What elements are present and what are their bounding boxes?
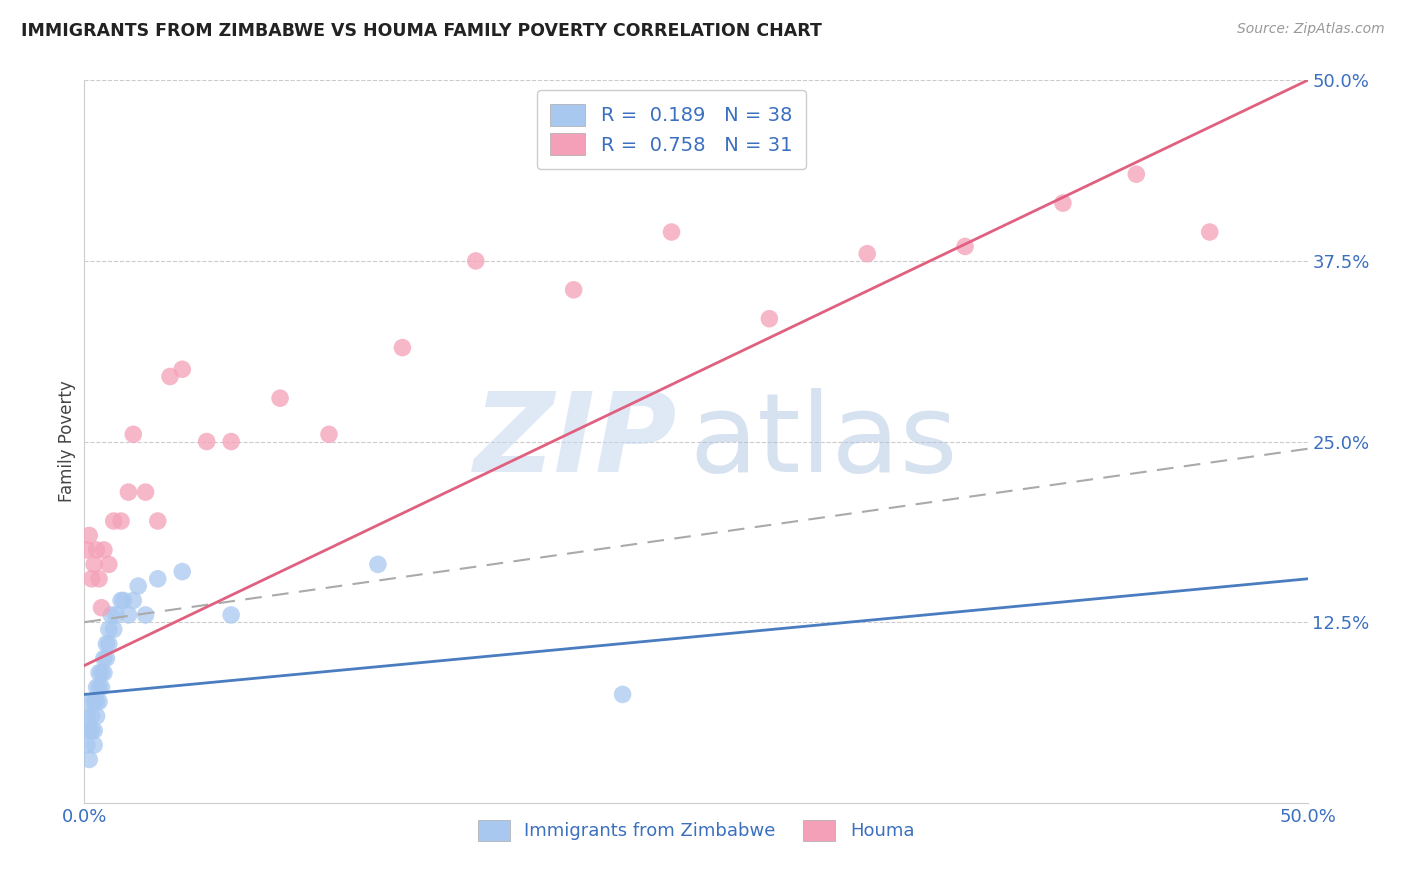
Point: [96, 651, 118, 665]
Point: [86, 709, 108, 723]
Point: [103, 623, 125, 637]
Point: [758, 311, 780, 326]
Point: [172, 565, 194, 579]
Point: [80, 572, 103, 586]
Point: [612, 687, 634, 701]
Point: [117, 607, 139, 622]
Point: [122, 593, 145, 607]
Point: [117, 485, 139, 500]
Point: [90, 680, 112, 694]
Y-axis label: Family Poverty: Family Poverty: [58, 381, 76, 502]
Point: [146, 572, 169, 586]
Point: [953, 239, 976, 253]
Point: [367, 558, 389, 572]
Point: [219, 607, 242, 622]
Point: [80, 723, 103, 738]
Point: [1052, 196, 1074, 211]
Point: [83, 695, 105, 709]
Point: [562, 283, 585, 297]
Point: [93, 542, 115, 557]
Point: [100, 607, 122, 622]
Point: [90, 600, 112, 615]
Point: [159, 369, 181, 384]
Point: [172, 362, 194, 376]
Point: [219, 434, 242, 449]
Point: [195, 434, 218, 449]
Point: [76, 709, 98, 723]
Point: [97, 637, 120, 651]
Point: [90, 665, 112, 680]
Text: IMMIGRANTS FROM ZIMBABWE VS HOUMA FAMILY POVERTY CORRELATION CHART: IMMIGRANTS FROM ZIMBABWE VS HOUMA FAMILY…: [21, 22, 823, 40]
Point: [86, 695, 108, 709]
Point: [87, 665, 110, 680]
Point: [97, 623, 120, 637]
Point: [87, 695, 110, 709]
Point: [97, 558, 120, 572]
Point: [146, 514, 169, 528]
Point: [105, 607, 128, 622]
Point: [77, 528, 100, 542]
Point: [464, 253, 486, 268]
Text: Source: ZipAtlas.com: Source: ZipAtlas.com: [1237, 22, 1385, 37]
Point: [122, 427, 145, 442]
Point: [110, 514, 132, 528]
Point: [86, 680, 108, 694]
Point: [661, 225, 683, 239]
Point: [318, 427, 340, 442]
Point: [80, 709, 103, 723]
Point: [93, 651, 115, 665]
Point: [856, 246, 879, 260]
Point: [93, 665, 115, 680]
Point: [135, 485, 157, 500]
Point: [1125, 167, 1147, 181]
Point: [83, 738, 105, 752]
Point: [103, 514, 125, 528]
Text: ZIP: ZIP: [474, 388, 678, 495]
Point: [86, 542, 108, 557]
Point: [77, 723, 100, 738]
Point: [87, 680, 110, 694]
Point: [127, 579, 149, 593]
Point: [269, 391, 291, 405]
Text: atlas: atlas: [690, 388, 959, 495]
Point: [1198, 225, 1220, 239]
Point: [96, 637, 118, 651]
Point: [135, 607, 157, 622]
Point: [80, 695, 103, 709]
Point: [83, 723, 105, 738]
Point: [87, 572, 110, 586]
Point: [110, 593, 132, 607]
Point: [77, 752, 100, 766]
Point: [76, 542, 98, 557]
Point: [112, 593, 135, 607]
Legend: Immigrants from Zimbabwe, Houma: Immigrants from Zimbabwe, Houma: [467, 809, 925, 852]
Point: [76, 738, 98, 752]
Point: [83, 558, 105, 572]
Point: [391, 341, 413, 355]
